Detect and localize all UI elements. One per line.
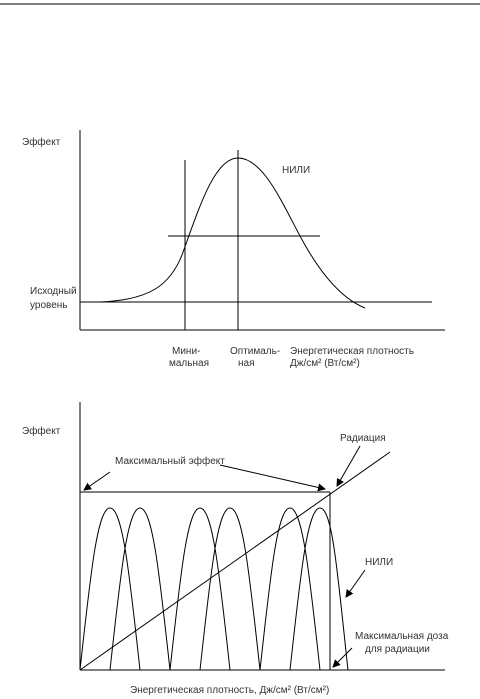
hump <box>169 507 231 671</box>
arrow <box>336 445 361 487</box>
x-label: Энергетическая плотность <box>290 346 414 357</box>
x-label: Дж/см² (Вт/см²) <box>290 358 360 369</box>
baseline-label: Исходный <box>30 286 77 297</box>
nili-curve <box>99 157 366 309</box>
diagram-2: Эффект Радиация Максимальный эффект НИЛИ… <box>22 402 449 696</box>
hump <box>199 507 261 671</box>
y-label: Эффект <box>22 136 61 148</box>
max-effect-label: Максимальный эффект <box>115 455 225 467</box>
x-label: Энергетическая плотность, Дж/см² (Вт/см²… <box>130 685 329 696</box>
arrow <box>219 464 326 492</box>
hump <box>259 507 321 671</box>
hump <box>289 507 349 671</box>
arrow <box>332 647 353 668</box>
radiation-line <box>79 451 391 671</box>
curve-label: НИЛИ <box>365 557 393 568</box>
optimal-label: Оптималь- <box>230 346 280 357</box>
diagram-1: Эффект НИЛИ Исходный уровень Мини- мальн… <box>22 130 445 369</box>
arrow <box>83 471 111 491</box>
curve-label: НИЛИ <box>282 165 310 176</box>
hump <box>79 507 141 671</box>
optimal-label: ная <box>238 358 255 369</box>
hump <box>109 507 171 671</box>
max-dose-label: Максимальная доза <box>355 631 449 642</box>
max-dose-label: для радиации <box>365 644 430 655</box>
nili-curves <box>79 507 349 671</box>
minimal-label: мальная <box>169 358 209 369</box>
radiation-label: Радиация <box>340 433 386 444</box>
minimal-label: Мини- <box>172 346 200 357</box>
baseline-label: уровень <box>30 300 68 311</box>
arrow <box>345 569 366 598</box>
y-label: Эффект <box>22 425 61 437</box>
